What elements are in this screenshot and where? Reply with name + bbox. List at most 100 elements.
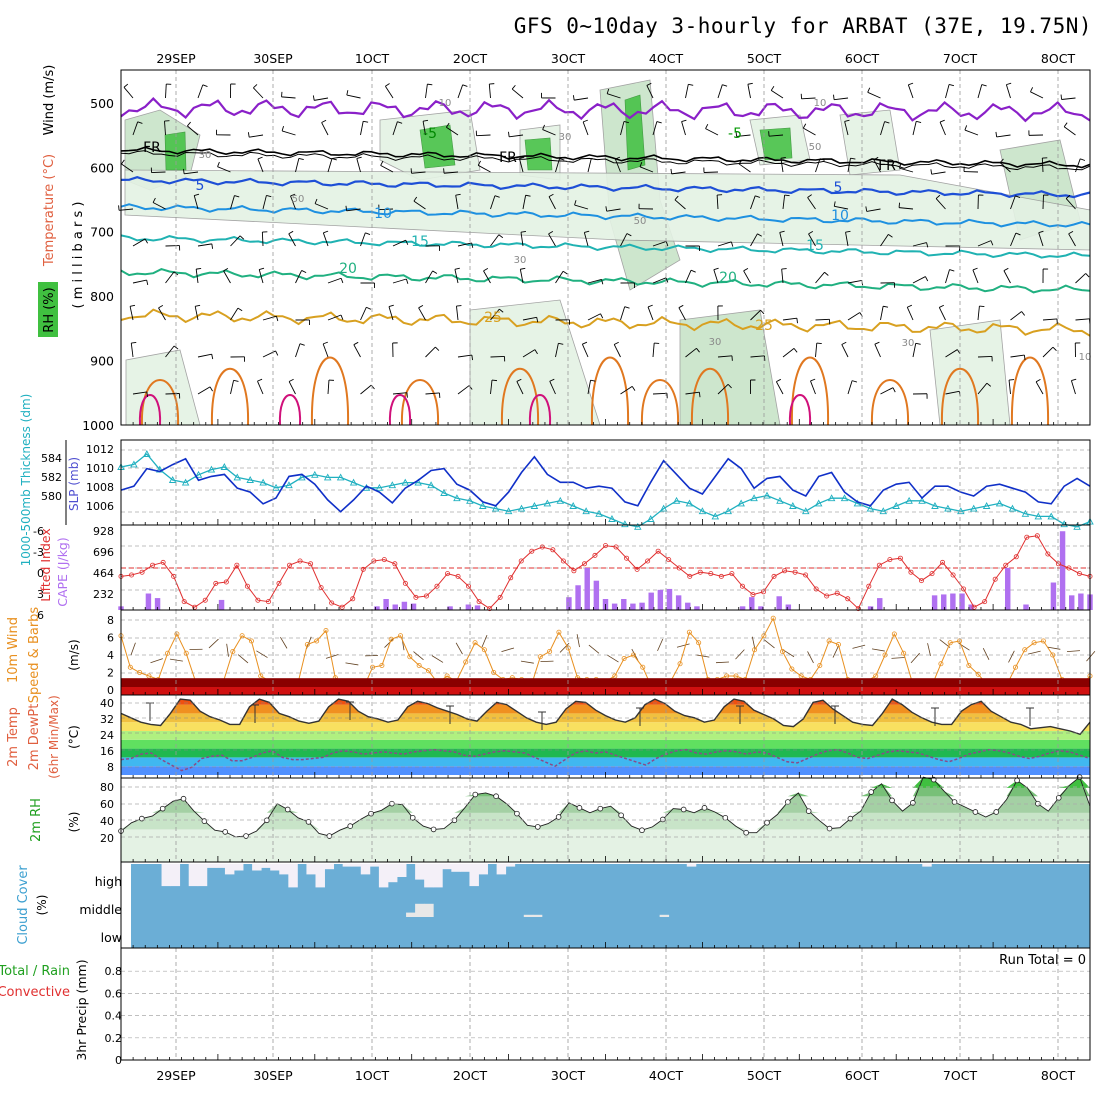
wind-barb-flag [949,269,955,272]
wind-barb [717,241,732,247]
wind-barb [807,197,816,210]
wind-barb [1035,381,1044,395]
cloud-high-bar [478,864,488,875]
rh-point [284,806,291,813]
wind-barb-flag [730,241,734,247]
lifted-index-point [571,568,577,574]
wind-barb [685,391,700,395]
wind-barb [681,121,686,136]
wind-barb-flag [808,230,814,235]
wind-speed-point [770,615,776,621]
lifted-index-point [729,571,735,577]
wind-barb [775,381,784,395]
wind-barb [522,195,527,210]
pressure-tick-label: 900 [90,353,114,368]
wind-barb-flag [908,82,914,86]
lifted-index-point [434,583,440,589]
wind-barb-flag [1068,230,1074,235]
wind-barb [1068,233,1076,247]
wind-barb-flag [1009,379,1015,381]
wind-barb-flag [948,84,955,87]
wind-barb-flag [266,194,272,198]
wind-barb [425,346,436,358]
lifted-index-point [360,566,366,572]
wind-barb [801,97,816,100]
wind-barb [613,344,621,358]
wind-barb-flag [874,341,880,345]
wind-barb-flag [471,242,474,248]
cape-bar [694,606,700,610]
wind-barb [262,350,276,358]
cloud-high-bar [324,864,335,870]
wind-barb [939,121,946,136]
date-label-top: 3OCT [551,51,586,66]
wind-speed-point [677,661,683,667]
wind-barb [288,233,296,247]
wind-barb-flag [299,343,305,346]
slp-line [120,455,1091,513]
cloud-middle-bar [523,914,534,917]
thickness-point [892,502,900,509]
wind-barb [455,195,459,210]
date-label-bottom: 30SEP [253,1068,293,1083]
cape-bar [154,598,161,610]
wind-barb-flag [1052,346,1057,352]
thickness-point [569,502,577,509]
contour-label: 5 [834,180,843,196]
wind-barb [750,195,756,210]
wind-barb-flag [605,206,608,212]
thickness-point [233,473,242,481]
wind-barb-flag [770,85,775,91]
wind-barb [1010,311,1022,321]
contour-label: FR [143,140,161,156]
date-label-top: 29SEP [156,51,196,66]
contour-label: 5 [196,178,205,194]
wind-barb-flag [454,267,460,270]
wind-barb-flag [824,271,829,276]
wind-barb-flag [747,82,753,85]
contour-label: 15 [806,238,824,254]
wind-barb [184,171,199,175]
cape-bar [392,604,398,610]
wind-barb [490,355,505,358]
slp-thickness-panel: 584 582 580 1012 1010 1008 1006 [41,443,1094,530]
pressure-tick-label: 500 [90,96,114,111]
wind-barb-flag [331,158,337,161]
wind-barb-flag [1038,230,1044,234]
lifted-index-point [708,571,714,577]
date-label-bottom: 8OCT [1041,1068,1076,1083]
cloud-high-bar [378,864,389,888]
cape-bar [931,595,938,610]
rh-high-area [624,94,646,171]
wind-barb [880,387,894,395]
wind-barb-flag [314,198,318,204]
wind-barb [392,121,398,136]
wind-barb-flag [275,350,279,356]
lifted-index-point [413,594,419,600]
cape-tick-label: 696 [93,546,114,559]
wind-barb [652,343,655,358]
thickness-point [944,504,952,512]
contour-label: 10 [374,206,392,222]
wind-speed-point [947,640,953,646]
lifted-index-point [213,580,219,586]
wind-barb-flag [152,197,156,203]
wind-barb [652,277,667,284]
wind-barb [945,390,960,395]
wind-barb-flag [738,159,743,165]
wind-barb [258,269,264,284]
rh-point [764,819,770,826]
wind-speed-point [556,629,562,635]
cape-bar [666,588,673,610]
temp-band [121,739,1090,749]
wind-barb-flag [211,354,214,360]
wind10m-barb [715,661,730,664]
thickness-point [957,507,965,515]
rh-point [534,824,541,830]
rh-contour-label: 50 [634,216,647,227]
wind-barb [1070,380,1076,395]
isotherm-35 [788,394,812,426]
cape-bar [739,606,746,610]
wind-speed-point [416,663,422,669]
thickness-point [608,515,616,522]
